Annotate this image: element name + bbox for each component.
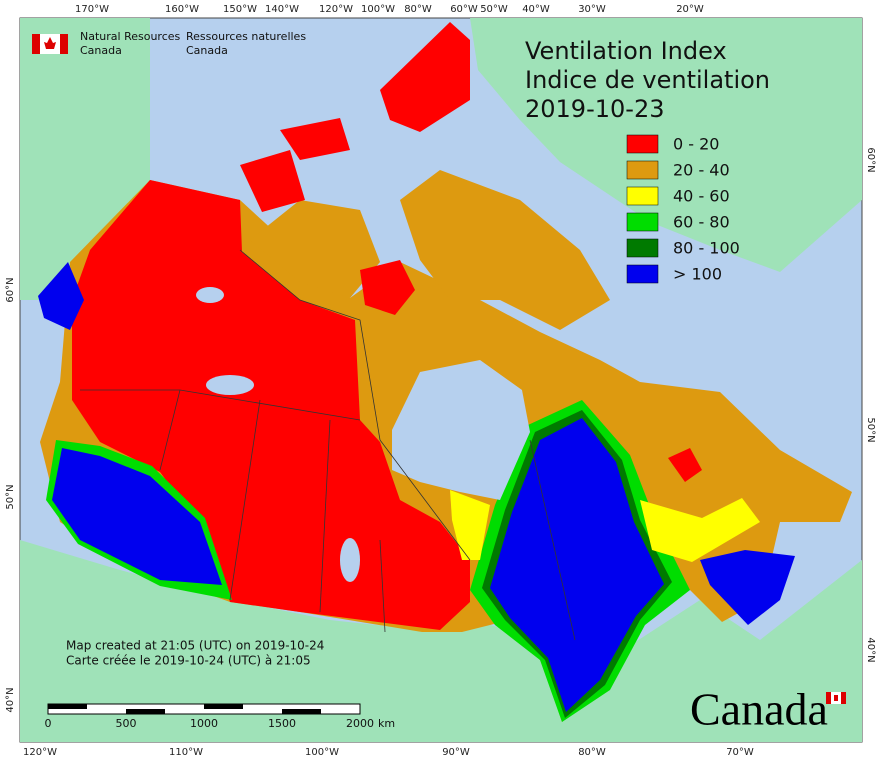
nrcan-logo [32,34,68,54]
map-note: Carte créée le 2019-10-24 (UTC) à 21:05 [66,654,311,668]
graticule-label: 60°N [5,277,16,302]
graticule-label: 150°W [223,4,257,15]
border [379,539,386,633]
canada-zone [700,550,795,625]
legend-label: 40 - 60 [673,187,730,206]
canada-zone [280,118,350,160]
graticule-label: 110°W [169,747,203,758]
map-title: Ventilation Index [525,37,727,65]
legend-swatch [626,134,659,154]
maple-leaf [834,695,838,701]
graticule-label: 60°W [450,4,478,15]
graticule-label: 100°W [305,747,339,758]
border [319,419,331,613]
wordmark-flag [826,692,846,704]
graticule-label: 40°W [522,4,550,15]
hudson-bay [392,360,530,500]
map-title: Indice de ventilation [525,66,770,94]
agency-name: Natural Resources [80,30,181,43]
graticule-label: 40°N [5,687,16,712]
canada-zone [380,22,470,132]
graticule-label: 170°W [75,4,109,15]
graticule-label: 40°N [865,637,876,662]
flag-bar [32,34,40,54]
flag-bar [841,692,846,704]
graticule-label: 120°W [23,747,57,758]
canada-zone [668,448,702,482]
graticule-label: 120°W [319,4,353,15]
lake [206,375,254,395]
legend-swatch [626,212,659,232]
wordmark: Canada [690,684,828,735]
graticule-label: 100°W [361,4,395,15]
canada-zone [250,200,380,298]
canada-zone [52,448,222,585]
agency-name: Ressources naturelles [186,30,306,43]
maple-leaf [44,37,56,49]
scale-unit: km [378,717,395,730]
scale-seg [48,704,87,709]
graticule-label: 70°W [726,747,754,758]
border [229,399,261,601]
scale-seg [204,704,243,709]
graticule-label: 80°W [578,747,606,758]
map-title: 2019-10-23 [525,95,664,123]
canada-zone [38,262,84,330]
canada-zone [360,260,415,315]
border [529,439,576,641]
scale-label: 500 [116,717,137,730]
scale-label: 1500 [268,717,296,730]
graticule-label: 60°N [865,147,876,172]
border [159,389,181,471]
scale-label: 0 [45,717,52,730]
canada-zone [400,170,610,330]
lake [196,287,224,303]
usa [20,540,862,742]
canada-zone [450,490,490,560]
legend-label: 60 - 80 [673,213,730,232]
flag-bar [826,692,831,704]
legend-label: 80 - 100 [673,239,740,258]
graticule-label: 50°N [865,417,876,442]
flag-bar [60,34,68,54]
border [239,249,471,561]
graticule-label: 80°W [404,4,432,15]
scale-seg [282,709,321,714]
agency-name: Canada [80,44,122,57]
graticule-label: 140°W [265,4,299,15]
canada-zone [240,150,305,212]
scale-seg [126,709,165,714]
scale-bar [47,703,361,715]
alaska [20,18,150,300]
canada-zone [490,418,664,712]
legend-label: 0 - 20 [673,135,719,154]
legend-label: > 100 [673,265,722,284]
land [20,18,862,742]
lake [340,538,360,582]
agency-name: Canada [186,44,228,57]
canada-zone [640,498,760,562]
graticule-label: 30°W [578,4,606,15]
graticule-label: 50°N [5,484,16,509]
graticule-label: 160°W [165,4,199,15]
scale-label: 2000 [346,717,374,730]
graticule-label: 50°W [480,4,508,15]
scale-label: 1000 [190,717,218,730]
legend-swatch [626,160,659,180]
graticule-label: 90°W [442,747,470,758]
greenland [470,18,862,272]
legend-swatch [626,186,659,206]
graticule-label: 20°W [676,4,704,15]
legend-label: 20 - 40 [673,161,730,180]
legend-swatch [626,238,659,258]
legend-swatch [626,264,659,284]
map-note: Map created at 21:05 (UTC) on 2019-10-24 [66,639,324,653]
